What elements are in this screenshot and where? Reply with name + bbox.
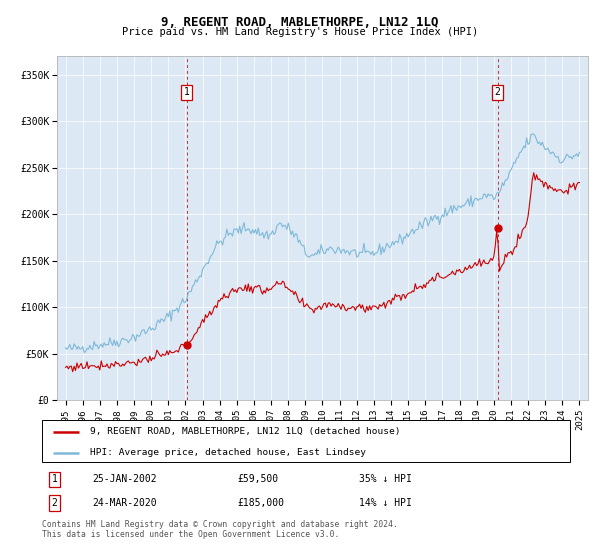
Text: £185,000: £185,000: [238, 498, 284, 508]
Text: 2: 2: [495, 87, 500, 97]
Text: 14% ↓ HPI: 14% ↓ HPI: [359, 498, 412, 508]
Text: 25-JAN-2002: 25-JAN-2002: [92, 474, 157, 484]
FancyBboxPatch shape: [42, 420, 570, 462]
Text: 35% ↓ HPI: 35% ↓ HPI: [359, 474, 412, 484]
Text: Contains HM Land Registry data © Crown copyright and database right 2024.
This d: Contains HM Land Registry data © Crown c…: [42, 520, 398, 539]
Text: £59,500: £59,500: [238, 474, 278, 484]
Text: 2: 2: [52, 498, 58, 508]
Text: 1: 1: [184, 87, 190, 97]
Text: 1: 1: [52, 474, 58, 484]
Text: Price paid vs. HM Land Registry's House Price Index (HPI): Price paid vs. HM Land Registry's House …: [122, 27, 478, 37]
Text: HPI: Average price, detached house, East Lindsey: HPI: Average price, detached house, East…: [89, 448, 365, 458]
Text: 24-MAR-2020: 24-MAR-2020: [92, 498, 157, 508]
Text: 9, REGENT ROAD, MABLETHORPE, LN12 1LQ: 9, REGENT ROAD, MABLETHORPE, LN12 1LQ: [161, 16, 439, 29]
Text: 9, REGENT ROAD, MABLETHORPE, LN12 1LQ (detached house): 9, REGENT ROAD, MABLETHORPE, LN12 1LQ (d…: [89, 427, 400, 436]
